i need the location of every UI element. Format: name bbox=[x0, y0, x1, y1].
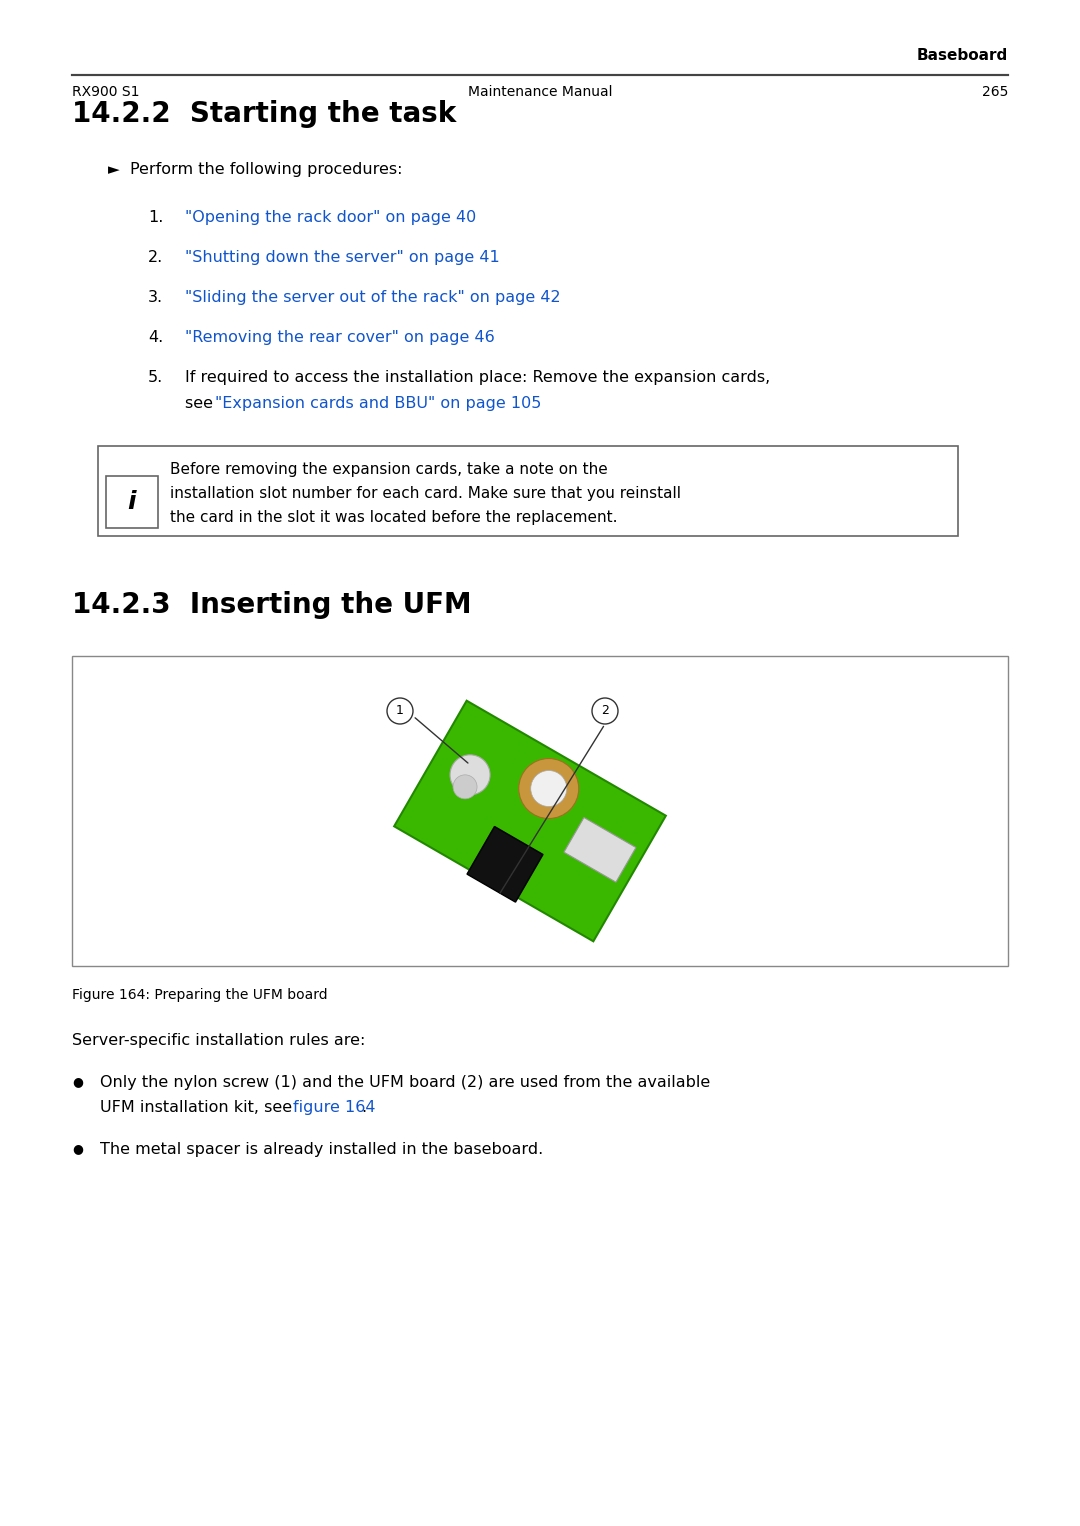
Text: RX900 S1: RX900 S1 bbox=[72, 85, 139, 99]
Text: Only the nylon screw (1) and the UFM board (2) are used from the available: Only the nylon screw (1) and the UFM boa… bbox=[100, 1074, 711, 1090]
Text: "Sliding the server out of the rack" on page 42: "Sliding the server out of the rack" on … bbox=[185, 290, 561, 305]
Text: 2: 2 bbox=[602, 705, 609, 717]
Text: .: . bbox=[361, 1100, 366, 1116]
Text: If required to access the installation place: Remove the expansion cards,: If required to access the installation p… bbox=[185, 369, 770, 385]
Text: 265: 265 bbox=[982, 85, 1008, 99]
Circle shape bbox=[387, 697, 413, 723]
FancyBboxPatch shape bbox=[106, 476, 158, 528]
Circle shape bbox=[450, 755, 490, 795]
FancyBboxPatch shape bbox=[98, 446, 958, 536]
Text: UFM installation kit, see: UFM installation kit, see bbox=[100, 1100, 297, 1116]
Text: see: see bbox=[185, 397, 218, 410]
Circle shape bbox=[592, 697, 618, 723]
Text: 14.2.3  Inserting the UFM: 14.2.3 Inserting the UFM bbox=[72, 591, 472, 620]
Circle shape bbox=[518, 758, 579, 818]
Text: figure 164: figure 164 bbox=[293, 1100, 376, 1116]
Text: 5.: 5. bbox=[148, 369, 163, 385]
Polygon shape bbox=[394, 700, 666, 942]
Text: Maintenance Manual: Maintenance Manual bbox=[468, 85, 612, 99]
Text: i: i bbox=[127, 490, 136, 514]
Text: The metal spacer is already installed in the baseboard.: The metal spacer is already installed in… bbox=[100, 1141, 543, 1157]
FancyBboxPatch shape bbox=[72, 656, 1008, 966]
Text: 1.: 1. bbox=[148, 211, 163, 224]
Text: "Removing the rear cover" on page 46: "Removing the rear cover" on page 46 bbox=[185, 330, 495, 345]
Text: 3.: 3. bbox=[148, 290, 163, 305]
Text: 4.: 4. bbox=[148, 330, 163, 345]
Text: "Opening the rack door" on page 40: "Opening the rack door" on page 40 bbox=[185, 211, 476, 224]
Text: ●: ● bbox=[72, 1074, 83, 1088]
Text: Server-specific installation rules are:: Server-specific installation rules are: bbox=[72, 1033, 365, 1048]
Text: "Shutting down the server" on page 41: "Shutting down the server" on page 41 bbox=[185, 250, 500, 266]
Polygon shape bbox=[467, 827, 543, 902]
Text: installation slot number for each card. Make sure that you reinstall: installation slot number for each card. … bbox=[170, 485, 681, 501]
Text: ►: ► bbox=[108, 162, 120, 177]
Text: the card in the slot it was located before the replacement.: the card in the slot it was located befo… bbox=[170, 510, 618, 525]
Text: 1: 1 bbox=[396, 705, 404, 717]
Text: Figure 164: Preparing the UFM board: Figure 164: Preparing the UFM board bbox=[72, 987, 327, 1003]
Text: Baseboard: Baseboard bbox=[917, 47, 1008, 63]
Text: 14.2.2  Starting the task: 14.2.2 Starting the task bbox=[72, 101, 456, 128]
Text: Before removing the expansion cards, take a note on the: Before removing the expansion cards, tak… bbox=[170, 462, 608, 478]
Circle shape bbox=[530, 771, 567, 807]
Text: ●: ● bbox=[72, 1141, 83, 1155]
Text: Perform the following procedures:: Perform the following procedures: bbox=[130, 162, 403, 177]
Polygon shape bbox=[564, 818, 636, 882]
Text: "Expansion cards and BBU" on page 105: "Expansion cards and BBU" on page 105 bbox=[215, 397, 541, 410]
Text: 2.: 2. bbox=[148, 250, 163, 266]
Circle shape bbox=[453, 775, 477, 798]
